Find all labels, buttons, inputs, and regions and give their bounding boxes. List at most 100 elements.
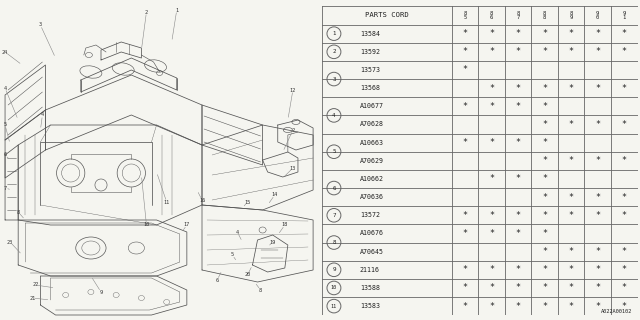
Text: 4: 4 <box>3 85 6 91</box>
Text: 8: 8 <box>332 240 336 245</box>
Text: 8: 8 <box>17 210 20 214</box>
Text: *: * <box>515 284 520 292</box>
Text: A70636: A70636 <box>360 194 384 200</box>
Text: A10676: A10676 <box>360 230 384 236</box>
Text: *: * <box>462 138 467 147</box>
Text: *: * <box>515 174 520 183</box>
Text: *: * <box>542 247 547 256</box>
Text: *: * <box>515 47 520 56</box>
Text: A10677: A10677 <box>360 103 384 109</box>
Text: *: * <box>542 102 547 111</box>
Text: 13572: 13572 <box>360 212 380 218</box>
Text: 13584: 13584 <box>360 31 380 37</box>
Text: *: * <box>568 265 573 274</box>
Text: *: * <box>595 120 600 129</box>
Text: 4: 4 <box>236 229 239 235</box>
Text: *: * <box>462 229 467 238</box>
Text: 18: 18 <box>282 222 288 228</box>
Text: 5: 5 <box>231 252 234 258</box>
Text: 5: 5 <box>3 123 6 127</box>
Text: 15: 15 <box>244 199 251 204</box>
Text: 3: 3 <box>332 76 336 82</box>
Text: *: * <box>568 29 573 38</box>
Text: *: * <box>542 302 547 311</box>
Text: *: * <box>515 211 520 220</box>
Text: 22: 22 <box>32 283 38 287</box>
Text: 13592: 13592 <box>360 49 380 55</box>
Text: 8
5: 8 5 <box>463 11 467 20</box>
Text: *: * <box>489 284 494 292</box>
Text: 8
8: 8 8 <box>543 11 546 20</box>
Text: *: * <box>621 284 627 292</box>
Text: 1: 1 <box>175 7 179 12</box>
Text: 13: 13 <box>290 165 296 171</box>
Text: 6: 6 <box>3 153 6 157</box>
Text: 5: 5 <box>332 149 336 154</box>
Text: *: * <box>621 265 627 274</box>
Text: 4: 4 <box>332 113 336 118</box>
Text: *: * <box>462 302 467 311</box>
Text: A10663: A10663 <box>360 140 384 146</box>
Text: *: * <box>595 156 600 165</box>
Text: *: * <box>515 302 520 311</box>
Text: 1: 1 <box>332 31 336 36</box>
Text: *: * <box>542 211 547 220</box>
Text: 6: 6 <box>332 186 336 190</box>
Text: 24: 24 <box>2 50 8 54</box>
Text: *: * <box>595 193 600 202</box>
Text: 9
0: 9 0 <box>596 11 599 20</box>
Text: 13588: 13588 <box>360 285 380 291</box>
Text: *: * <box>515 102 520 111</box>
Text: *: * <box>595 47 600 56</box>
Text: 11: 11 <box>164 199 170 204</box>
Text: 21: 21 <box>29 295 35 300</box>
Text: 13568: 13568 <box>360 85 380 91</box>
Text: A70628: A70628 <box>360 122 384 127</box>
Text: 13573: 13573 <box>360 67 380 73</box>
Text: 11: 11 <box>331 304 337 308</box>
Text: 2: 2 <box>332 49 336 54</box>
Text: *: * <box>595 284 600 292</box>
Text: *: * <box>489 265 494 274</box>
Text: *: * <box>621 302 627 311</box>
Text: *: * <box>489 47 494 56</box>
Text: *: * <box>489 174 494 183</box>
Text: 12: 12 <box>290 87 296 92</box>
Text: 16: 16 <box>199 197 205 203</box>
Text: *: * <box>568 302 573 311</box>
Text: *: * <box>462 284 467 292</box>
Text: 20: 20 <box>244 273 251 277</box>
Text: *: * <box>542 193 547 202</box>
Text: 17: 17 <box>184 222 190 228</box>
Text: 8
9: 8 9 <box>570 11 573 20</box>
Text: 23: 23 <box>7 239 13 244</box>
Text: *: * <box>595 265 600 274</box>
Text: *: * <box>542 174 547 183</box>
Text: *: * <box>568 247 573 256</box>
Text: *: * <box>595 302 600 311</box>
Text: 2: 2 <box>145 10 148 14</box>
Text: *: * <box>515 229 520 238</box>
Text: A70629: A70629 <box>360 158 384 164</box>
Text: *: * <box>542 265 547 274</box>
Text: *: * <box>489 29 494 38</box>
Text: *: * <box>621 47 627 56</box>
Text: 8: 8 <box>259 287 262 292</box>
Text: *: * <box>542 156 547 165</box>
Text: *: * <box>568 120 573 129</box>
Text: A70645: A70645 <box>360 249 384 255</box>
Text: *: * <box>489 229 494 238</box>
Text: *: * <box>489 211 494 220</box>
Text: *: * <box>515 138 520 147</box>
Text: *: * <box>595 211 600 220</box>
Text: *: * <box>595 247 600 256</box>
Text: *: * <box>542 138 547 147</box>
Text: 8
6: 8 6 <box>490 11 493 20</box>
Text: PARTS CORD: PARTS CORD <box>365 12 408 19</box>
Text: *: * <box>462 29 467 38</box>
Text: 8
7: 8 7 <box>516 11 520 20</box>
Text: 21116: 21116 <box>360 267 380 273</box>
Text: 9: 9 <box>332 267 336 272</box>
Text: *: * <box>489 138 494 147</box>
Text: 10: 10 <box>331 285 337 291</box>
